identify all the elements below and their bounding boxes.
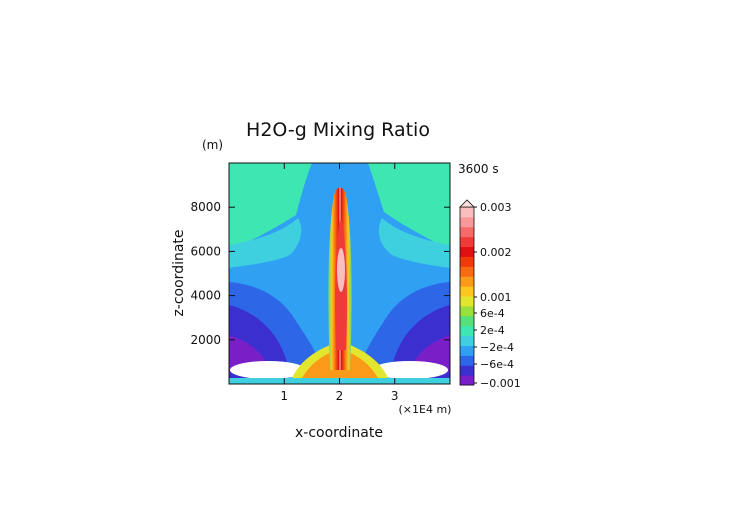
- field-cyan-left: [229, 218, 302, 268]
- chart-title: H2O-g Mixing Ratio: [246, 119, 430, 141]
- colorbar-band-8: [460, 296, 474, 307]
- colorbar-label-1: 0.002: [480, 246, 512, 259]
- field-upper-left: [229, 163, 312, 250]
- plume-center: [337, 248, 345, 292]
- colorbar-band-4: [460, 335, 474, 346]
- colorbar-band-12: [460, 256, 474, 267]
- field-white-right: [372, 361, 448, 379]
- colorbar-label-6: −6e-4: [480, 358, 514, 371]
- colorbar-band-16: [460, 216, 474, 228]
- colorbar-band-7: [460, 305, 474, 317]
- colorbar-label-0: 0.003: [480, 201, 512, 214]
- colorbar-band-15: [460, 226, 474, 238]
- field-cyan-right: [378, 218, 450, 268]
- colorbar-band-1: [460, 365, 474, 376]
- colorbar-band-14: [460, 236, 474, 248]
- y-tick-label-1: 4000: [190, 289, 221, 303]
- colorbar-label-7: −0.001: [480, 377, 521, 390]
- colorbar-label-3: 6e-4: [480, 307, 505, 320]
- x-tick-label-1: 2: [336, 389, 344, 403]
- field-white-left: [230, 361, 306, 379]
- y-unit-label: (m): [202, 138, 223, 152]
- colorbar-band-13: [460, 246, 474, 257]
- y-tick-label-3: 8000: [190, 200, 221, 214]
- colorbar-band-10: [460, 276, 474, 287]
- colorbar-band-9: [460, 286, 474, 297]
- colorbar: 0.003 0.002 0.001 6e-4 2e-4 −2e-4 −6e-4 −0.001: [459, 199, 521, 390]
- colorbar-band-6: [460, 315, 474, 327]
- x-axis-label: x-coordinate: [295, 425, 383, 441]
- colorbar-band-0: [460, 375, 474, 386]
- axis-ticks: 1 2 3 2000 4000 6000 8000: [190, 163, 450, 403]
- time-label: 3600 s: [458, 162, 499, 176]
- colorbar-label-5: −2e-4: [480, 341, 514, 354]
- x-unit-label: (×1E4 m): [399, 403, 452, 416]
- field-upper-right: [368, 163, 450, 250]
- colorbar-top-arrow: [459, 199, 475, 208]
- colorbar-band-17: [460, 207, 474, 218]
- x-tick-label-0: 1: [280, 389, 288, 403]
- colorbar-label-4: 2e-4: [480, 324, 505, 337]
- y-tick-label-0: 2000: [190, 333, 221, 347]
- colorbar-band-5: [460, 325, 474, 337]
- y-tick-label-2: 6000: [190, 244, 221, 258]
- x-tick-label-2: 3: [391, 389, 399, 403]
- plot-area: [229, 163, 450, 384]
- y-axis-label: z-coordinate: [171, 229, 187, 316]
- colorbar-band-2: [460, 355, 474, 366]
- colorbar-band-3: [460, 345, 474, 356]
- colorbar-label-2: 0.001: [480, 291, 512, 304]
- colorbar-band-11: [460, 266, 474, 277]
